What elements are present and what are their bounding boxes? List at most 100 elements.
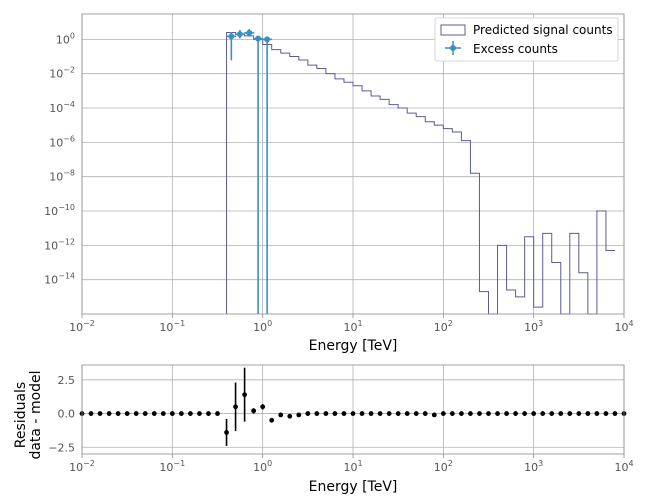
residual-point-29 <box>341 411 347 416</box>
residual-marker <box>603 411 609 416</box>
residual-xtick-label-4: 102 <box>434 459 453 474</box>
residual-point-9 <box>160 411 166 416</box>
residual-marker <box>287 413 293 419</box>
residual-marker <box>440 411 446 416</box>
top-ytick-label-6: 10−12 <box>44 237 75 252</box>
top-xtick-label-4: 102 <box>434 319 453 334</box>
residual-point-42 <box>459 411 464 416</box>
residual-plot-x-ticks: 10−2 10−1 100 101 102 103 104 <box>69 454 634 474</box>
residual-marker <box>395 411 401 416</box>
residual-marker <box>549 411 555 416</box>
residual-marker <box>585 411 591 416</box>
excess-marker <box>236 31 243 38</box>
legend-excess-label: Excess counts <box>473 42 558 56</box>
residual-marker <box>215 411 220 416</box>
residual-point-52 <box>549 411 555 416</box>
residual-marker <box>197 411 202 416</box>
residual-marker <box>314 411 320 416</box>
residual-marker <box>323 411 329 416</box>
legend-errorbar-swatch <box>445 41 461 55</box>
top-ytick-label-0: 100 <box>56 31 75 46</box>
residual-xtick-label-2: 100 <box>253 459 272 474</box>
legend: Predicted signal counts Excess counts <box>434 17 619 62</box>
residual-point-24 <box>296 412 302 418</box>
residual-marker <box>97 411 103 416</box>
residual-marker <box>567 411 573 416</box>
residual-marker <box>513 411 518 416</box>
residual-plot-grid <box>81 365 625 454</box>
top-ytick-label-7: 10−14 <box>44 272 75 287</box>
residual-point-1 <box>88 411 94 416</box>
residual-point-15 <box>215 411 220 416</box>
residual-ytick-label-1: 0.0 <box>58 408 76 421</box>
residual-xtick-label-6: 104 <box>614 459 633 474</box>
residual-point-57 <box>594 411 600 416</box>
excess-point-1 <box>234 29 245 39</box>
residual-ytick-label-2: −2.5 <box>48 441 75 454</box>
residual-marker <box>459 411 464 416</box>
residual-plot-y-ticks: 2.5 0.0 −2.5 <box>48 374 75 454</box>
residual-point-32 <box>368 411 374 416</box>
residual-marker <box>106 411 112 416</box>
residual-point-17 <box>233 382 238 432</box>
residual-marker <box>540 411 546 416</box>
residual-point-43 <box>468 411 473 416</box>
residual-point-6 <box>133 411 139 416</box>
residual-point-38 <box>422 411 428 416</box>
residual-marker <box>169 411 175 416</box>
residual-marker <box>422 411 428 416</box>
residual-marker <box>341 411 347 416</box>
residual-xtick-label-3: 101 <box>343 459 362 474</box>
residual-marker <box>160 411 166 416</box>
residual-marker <box>296 412 302 418</box>
residual-point-5 <box>124 411 130 416</box>
residual-marker <box>576 411 582 416</box>
residual-marker <box>178 411 184 416</box>
residual-point-35 <box>395 411 401 416</box>
top-xtick-label-5: 103 <box>524 319 543 334</box>
residual-point-22 <box>278 412 284 418</box>
residual-point-49 <box>522 411 528 416</box>
top-xtick-label-2: 100 <box>253 319 272 334</box>
top-ytick-label-5: 10−10 <box>44 203 75 218</box>
excess-marker <box>246 29 253 36</box>
residual-point-12 <box>188 411 193 416</box>
residual-marker <box>88 411 94 416</box>
residual-point-36 <box>404 411 410 416</box>
residual-point-18 <box>242 367 248 422</box>
residual-point-34 <box>386 411 392 416</box>
residual-point-46 <box>495 411 500 416</box>
residual-point-37 <box>413 411 419 416</box>
residual-marker <box>242 392 248 398</box>
residual-point-39 <box>431 412 437 418</box>
residual-point-14 <box>206 411 211 416</box>
residual-marker <box>594 411 600 416</box>
top-plot-xlabel: Energy [TeV] <box>309 338 398 354</box>
residual-point-54 <box>567 411 573 416</box>
residual-marker <box>449 411 455 416</box>
residual-point-55 <box>576 411 582 416</box>
residual-marker <box>612 411 618 416</box>
residual-marker <box>233 404 238 410</box>
residual-point-56 <box>585 411 591 416</box>
residual-point-50 <box>531 411 537 416</box>
residual-marker <box>115 411 121 416</box>
residual-point-20 <box>260 404 266 410</box>
residual-point-16 <box>224 418 229 446</box>
residual-point-26 <box>314 411 320 416</box>
residual-xtick-label-0: 10−2 <box>69 459 95 474</box>
residual-point-2 <box>97 411 103 416</box>
legend-box <box>434 17 619 62</box>
top-ytick-label-3: 10−6 <box>49 134 75 149</box>
residual-marker <box>224 430 229 435</box>
residual-point-47 <box>504 411 509 416</box>
residual-point-58 <box>603 411 609 416</box>
residual-marker <box>413 411 419 416</box>
residual-point-8 <box>151 411 157 416</box>
residual-point-13 <box>197 411 202 416</box>
residual-marker <box>531 411 537 416</box>
residual-point-31 <box>359 411 365 416</box>
residual-point-33 <box>377 411 383 416</box>
top-xtick-label-3: 101 <box>343 319 362 334</box>
residual-marker <box>188 411 193 416</box>
